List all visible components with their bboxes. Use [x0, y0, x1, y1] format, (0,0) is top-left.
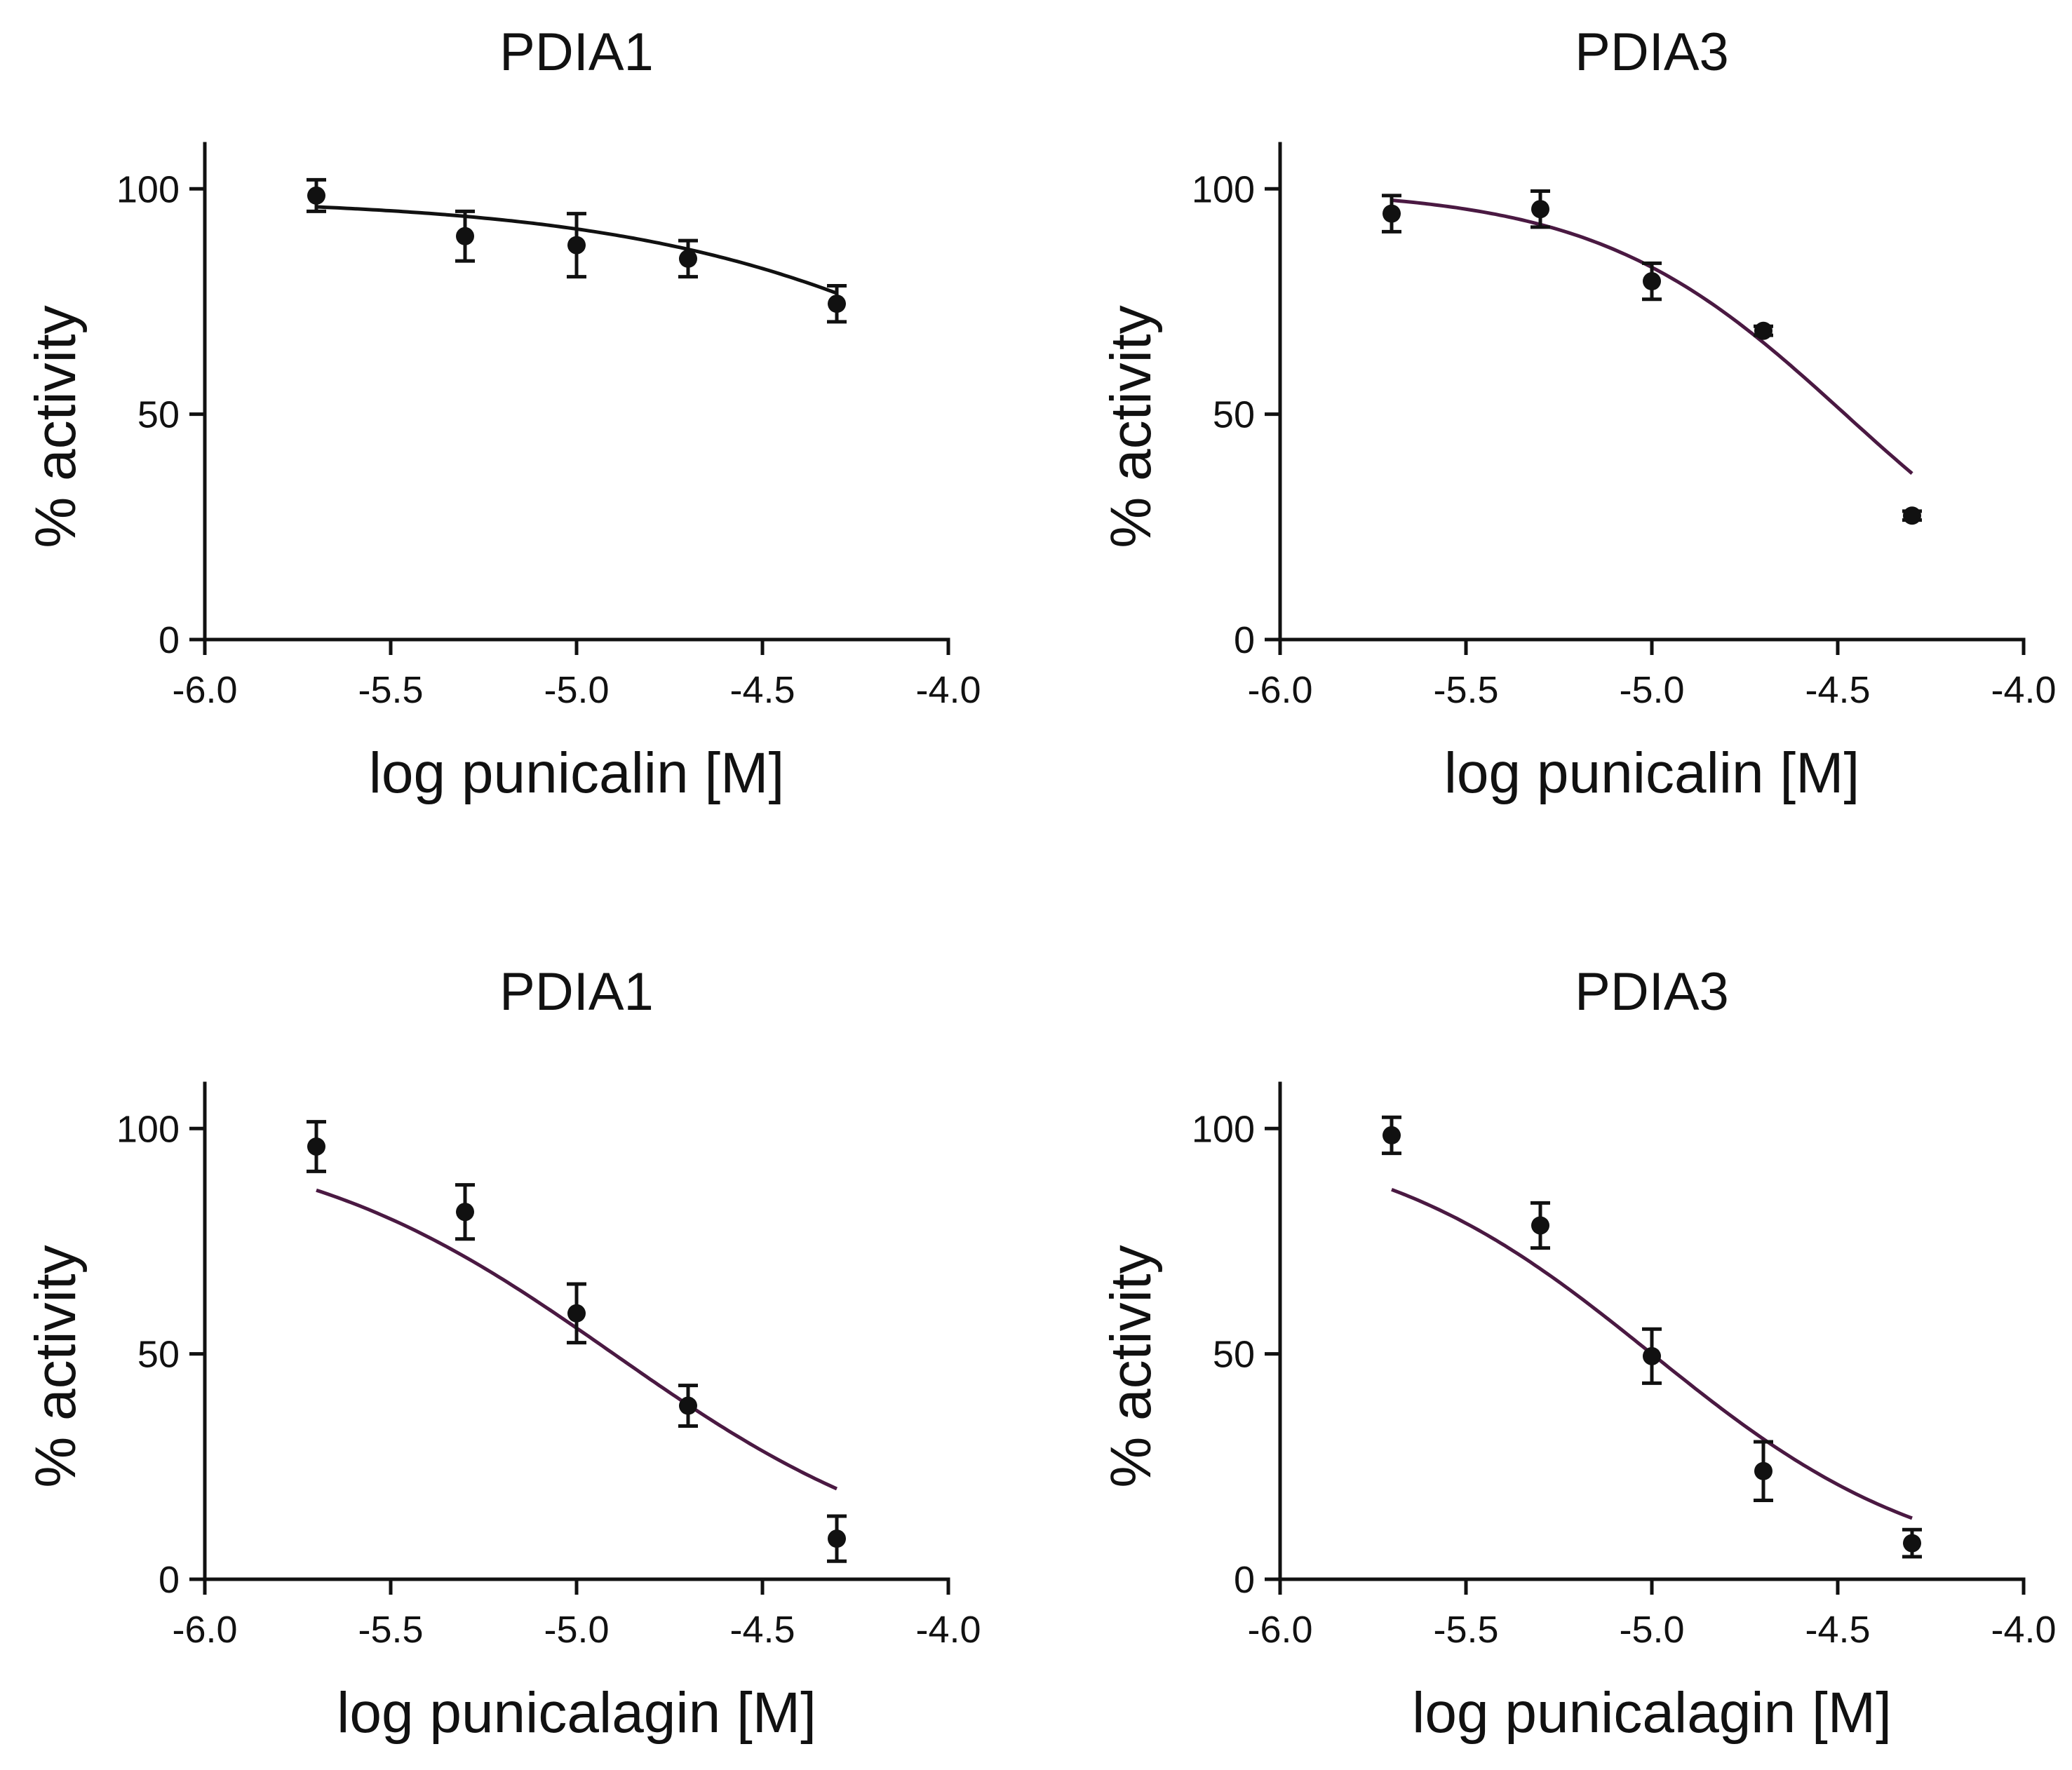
y-tick-label: 100 — [1192, 1108, 1255, 1150]
chart-title: PDIA3 — [1575, 962, 1729, 1022]
y-tick-label: 0 — [1234, 619, 1255, 661]
y-tick-label: 100 — [1192, 168, 1255, 210]
data-point — [1531, 1216, 1549, 1235]
x-tick-label: -5.5 — [358, 1609, 423, 1651]
data-point — [828, 295, 846, 313]
data-point — [307, 1137, 325, 1156]
y-tick-label: 50 — [1213, 1334, 1255, 1376]
y-axis-label: % activity — [24, 305, 88, 548]
data-point — [1903, 1534, 1921, 1553]
y-tick-label: 50 — [137, 394, 180, 436]
y-axis-label: % activity — [1099, 1245, 1163, 1487]
y-tick-label: 0 — [159, 1559, 180, 1601]
x-tick-label: -5.0 — [544, 669, 609, 711]
x-tick-label: -4.0 — [1991, 669, 2056, 711]
x-tick-label: -4.5 — [729, 669, 795, 711]
data-point — [679, 1396, 697, 1415]
data-point — [679, 249, 697, 268]
x-tick-label: -6.0 — [172, 1609, 237, 1651]
x-tick-label: -4.5 — [729, 1609, 795, 1651]
x-tick-label: -4.5 — [1805, 1609, 1870, 1651]
x-tick-label: -6.0 — [1247, 669, 1312, 711]
x-axis-label: log punicalin [M] — [369, 741, 785, 805]
data-point — [567, 236, 586, 255]
x-tick-label: -5.0 — [1619, 669, 1684, 711]
x-axis-label: log punicalagin [M] — [1412, 1681, 1892, 1745]
chart-title: PDIA3 — [1575, 22, 1729, 82]
chart-title: PDIA1 — [499, 22, 654, 82]
data-point — [567, 1304, 586, 1323]
chart-panel-2: PDIA3 0 50 100 -6.0 -5.5 -5.0 -4.5 -4.0 log punic… — [1099, 22, 2057, 805]
x-tick-label: -5.5 — [358, 669, 423, 711]
x-tick-label: -5.0 — [1619, 1609, 1684, 1651]
x-tick-label: -6.0 — [1247, 1609, 1312, 1651]
chart-title: PDIA1 — [499, 962, 654, 1022]
data-point — [1754, 321, 1772, 340]
x-axis-label: log punicalin [M] — [1444, 741, 1860, 805]
y-axis-label: % activity — [24, 1245, 88, 1487]
x-tick-label: -4.0 — [1991, 1609, 2056, 1651]
fit-curve — [1391, 198, 1913, 475]
x-tick-label: -5.5 — [1433, 1609, 1498, 1651]
data-point — [307, 186, 325, 205]
chart-panel-1: PDIA1 0 50 100 -6.0 -5.5 -5.0 -4.5 -4.0 log punic… — [24, 22, 981, 805]
data-point — [1903, 506, 1921, 525]
y-tick-label: 50 — [137, 1334, 180, 1376]
y-tick-label: 100 — [116, 168, 180, 210]
data-point — [1643, 1346, 1661, 1365]
chart-panel-4: PDIA3 0 50 100 -6.0 -5.5 -5.0 -4.5 -4.0 log punic… — [1099, 962, 2057, 1745]
data-point — [1383, 1126, 1401, 1144]
chart-panel-3: PDIA1 0 50 100 -6.0 -5.5 -5.0 -4.5 -4.0 log punic… — [24, 962, 981, 1745]
data-point — [1383, 204, 1401, 223]
y-tick-label: 0 — [1234, 1559, 1255, 1601]
data-point — [456, 1203, 474, 1222]
x-tick-label: -5.5 — [1433, 669, 1498, 711]
data-point — [828, 1529, 846, 1548]
y-tick-label: 100 — [116, 1108, 180, 1150]
y-tick-label: 0 — [159, 619, 180, 661]
x-tick-label: -6.0 — [172, 669, 237, 711]
data-point — [1531, 200, 1549, 219]
y-axis-label: % activity — [1099, 305, 1163, 548]
x-axis-label: log punicalagin [M] — [337, 1681, 816, 1745]
x-tick-label: -4.0 — [915, 669, 981, 711]
data-point — [456, 227, 474, 245]
data-point — [1754, 1461, 1772, 1480]
x-tick-label: -5.0 — [544, 1609, 609, 1651]
x-tick-label: -4.0 — [915, 1609, 981, 1651]
data-point — [1643, 272, 1661, 291]
y-tick-label: 50 — [1213, 394, 1255, 436]
x-tick-label: -4.5 — [1805, 669, 1870, 711]
